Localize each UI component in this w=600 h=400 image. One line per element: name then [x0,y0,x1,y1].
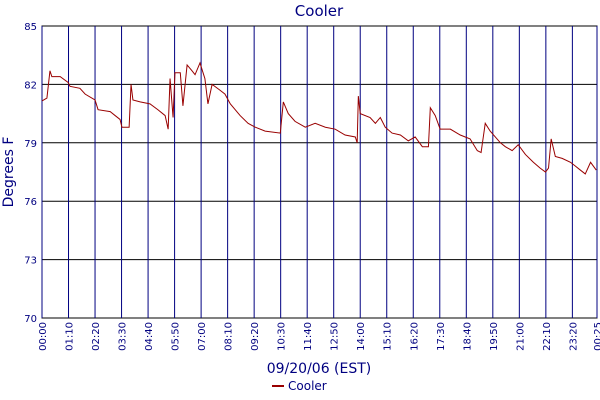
x-tick-label: 17:30 [436,322,447,351]
y-axis-label: Degrees F [1,137,17,208]
x-tick-label: 00:00 [38,322,49,351]
x-tick-label: 16:20 [409,322,420,351]
y-tick-label: 85 [24,22,37,33]
x-tick-label: 02:20 [91,322,102,351]
x-tick-label: 03:30 [118,322,129,351]
series-line [41,61,597,175]
x-tick-label: 14:00 [356,322,367,351]
x-tick-label: 04:40 [144,322,155,351]
x-tick-label: 09:20 [250,322,261,351]
y-tick-label: 73 [24,256,37,267]
legend-label: Cooler [288,379,327,393]
x-tick-label: 00:25 [593,322,600,351]
x-tick-label: 15:10 [383,322,394,351]
x-tick-label: 11:40 [303,322,314,351]
x-tick-label: 12:50 [330,322,341,351]
x-tick-label: 21:00 [515,322,526,351]
y-tick-label: 76 [24,197,37,208]
y-tick-label: 70 [24,314,37,325]
x-tick-label: 05:50 [171,322,182,351]
y-tick-label: 82 [24,80,37,91]
x-axis-label: 09/20/06 (EST) [267,361,372,377]
x-tick-label: 19:50 [489,322,500,351]
plot-area [41,25,598,319]
y-tick-label: 79 [24,139,37,150]
x-tick-label: 08:10 [224,322,235,351]
x-tick-label: 23:20 [568,322,579,351]
x-tick-label: 18:40 [462,322,473,351]
x-tick-label: 01:10 [65,322,76,351]
x-tick-label: 07:00 [197,322,208,351]
x-tick-label: 10:30 [277,322,288,351]
x-tick-label: 22:10 [542,322,553,351]
chart-title: Cooler [295,2,344,20]
